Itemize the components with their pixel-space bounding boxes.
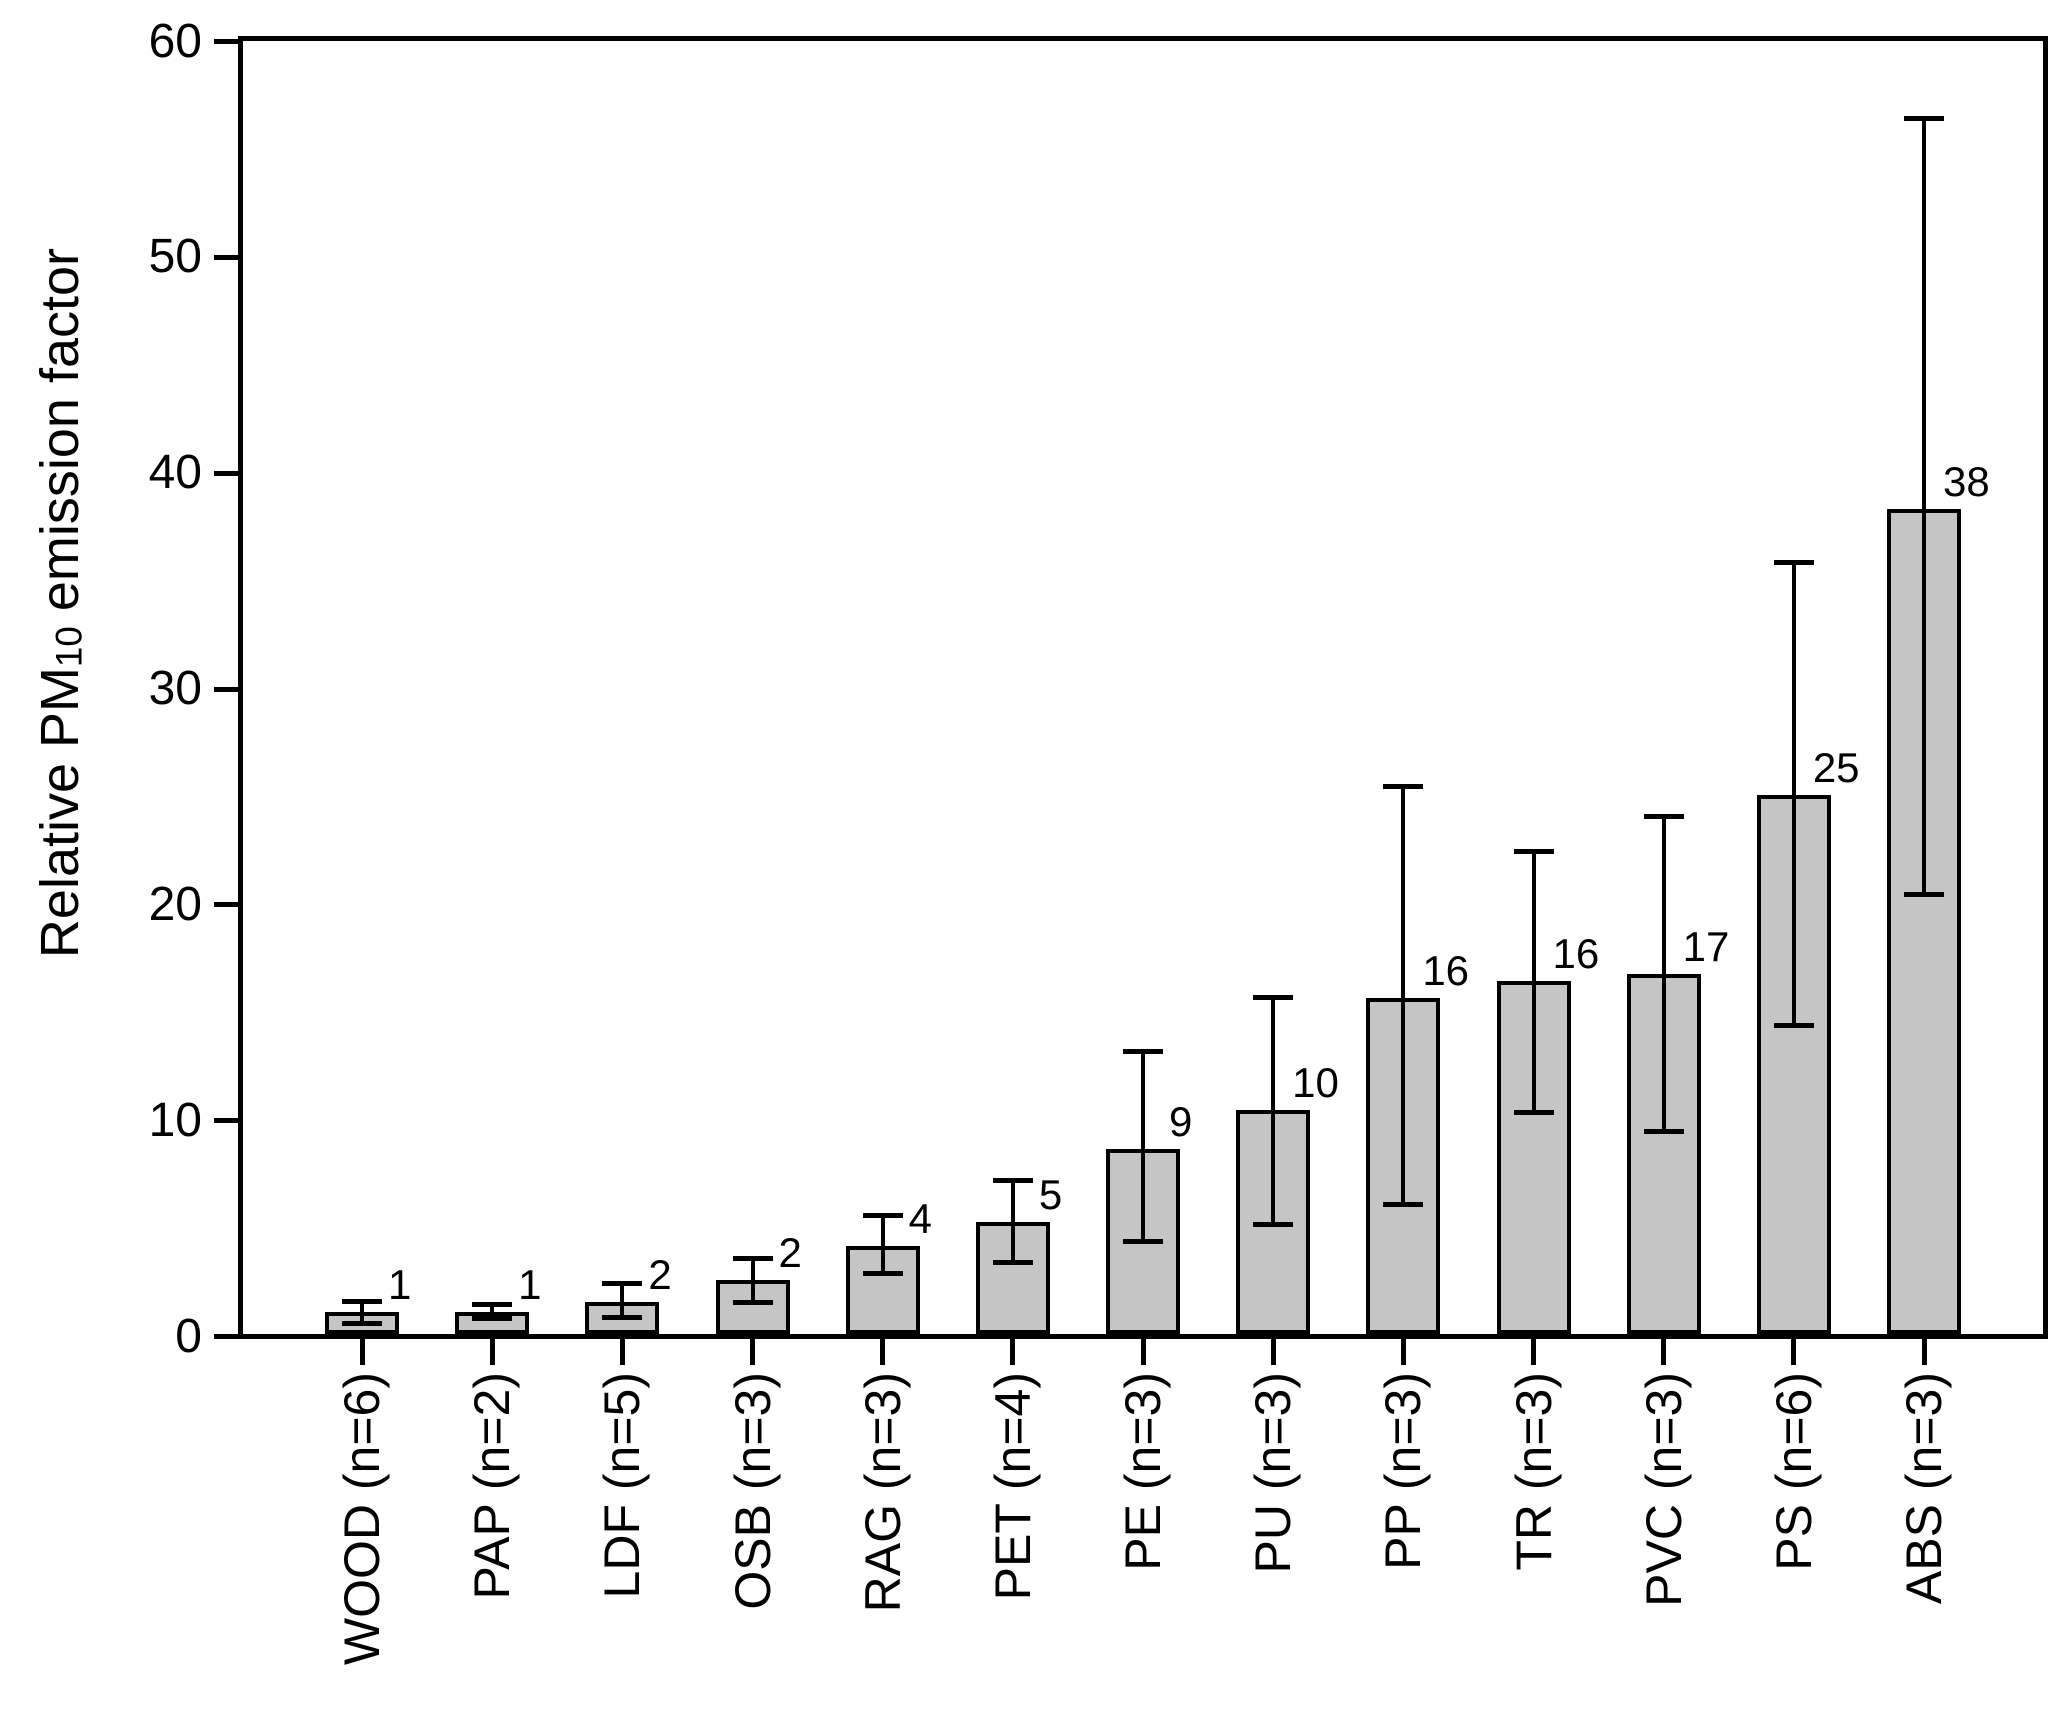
error-bar-cap-top (1904, 116, 1944, 122)
y-tick-label: 50 (148, 230, 202, 284)
x-tick-label: PAP (n=2) (464, 1372, 521, 1600)
bar-value-label: 38 (1943, 457, 1990, 505)
y-axis-tick (214, 254, 238, 260)
y-tick-label: 30 (148, 662, 202, 715)
x-axis-tick (1010, 1339, 1016, 1365)
y-tick-label: 40 (148, 446, 202, 500)
error-bar-cap-bottom (862, 1271, 903, 1277)
error-bar-cap-top (1253, 995, 1294, 1001)
error-bar-cap-bottom (1904, 891, 1944, 897)
x-axis-tick (359, 1339, 365, 1365)
error-bar-cap-top (862, 1212, 903, 1218)
error-bar-line (1531, 851, 1536, 1113)
x-axis-tick (1661, 1339, 1667, 1365)
x-axis-tick (489, 1339, 495, 1365)
x-tick-label: RAG (n=3) (854, 1372, 911, 1613)
y-tick-label: 60 (148, 14, 202, 68)
error-bar-cap-top (472, 1302, 513, 1308)
y-axis-tick (214, 902, 238, 908)
x-tick-label: LDF (n=5) (594, 1372, 651, 1599)
bar-value-label: 1 (518, 1261, 542, 1309)
bar-value-label: 17 (1682, 923, 1730, 971)
error-bar-cap-top (1773, 560, 1814, 565)
x-tick-label: WOOD (n=6) (334, 1372, 390, 1666)
plot-frame: 1 1 2 2 4 5 9 10 16 16 17 25 38 (238, 36, 2048, 1339)
x-tick-label: OSB (n=3) (724, 1372, 781, 1610)
error-bar-cap-bottom (602, 1315, 643, 1321)
y-axis-title: Relative PM10 emission factor (28, 248, 92, 958)
error-bar-cap-top (1123, 1049, 1163, 1055)
error-bar-line (1791, 562, 1796, 1026)
y-axis-title-suffix: emission factor (30, 248, 90, 627)
x-tick-label: TR (n=3) (1505, 1372, 1562, 1571)
error-bar-cap-top (732, 1256, 773, 1262)
error-bar-line (880, 1215, 885, 1274)
x-axis-tick (750, 1339, 755, 1365)
error-bar-cap-top (1513, 848, 1554, 854)
error-bar-cap-bottom (732, 1300, 773, 1306)
x-axis-tick (1921, 1339, 1927, 1365)
error-bar-cap-top (992, 1178, 1033, 1184)
y-axis-tick (214, 686, 238, 692)
x-tick-label: ABS (n=3) (1896, 1372, 1952, 1605)
bar-value-label: 2 (648, 1250, 672, 1298)
bar-value-label: 4 (908, 1194, 933, 1242)
error-bar-line (1141, 1051, 1145, 1242)
bar-value-label: 5 (1038, 1170, 1063, 1218)
error-bar-line (1922, 118, 1926, 895)
x-tick-label: PP (n=3) (1375, 1372, 1432, 1570)
y-tick-label: 10 (148, 1093, 202, 1147)
x-axis-tick (1791, 1339, 1797, 1365)
bar-value-label: 16 (1552, 929, 1600, 977)
error-bar-cap-bottom (992, 1260, 1033, 1266)
error-bar-cap-top (1383, 784, 1424, 790)
bar-PVC (1626, 974, 1701, 1334)
x-tick-label: PE (n=3) (1115, 1372, 1171, 1571)
x-axis-tick (619, 1339, 625, 1365)
y-axis-tick (214, 1334, 238, 1339)
error-bar-cap-bottom (1123, 1238, 1163, 1244)
bar-value-label: 1 (388, 1261, 412, 1309)
x-tick-label: PU (n=3) (1245, 1372, 1302, 1574)
error-bar-line (1271, 997, 1276, 1225)
x-axis-tick (1140, 1339, 1146, 1365)
bar-value-label: 9 (1169, 1097, 1193, 1145)
error-bar-cap-top (342, 1299, 382, 1305)
y-axis-tick (214, 39, 238, 44)
error-bar-cap-top (1643, 814, 1684, 820)
error-bar-line (1401, 786, 1406, 1205)
error-bar-cap-bottom (1643, 1128, 1684, 1134)
bar-value-label: 16 (1422, 946, 1470, 994)
error-bar-cap-bottom (1383, 1202, 1424, 1208)
error-bar-cap-bottom (1253, 1221, 1294, 1227)
x-tick-label: PET (n=4) (984, 1372, 1041, 1601)
error-bar-cap-bottom (1513, 1109, 1554, 1115)
y-axis-tick (214, 470, 238, 476)
x-axis-tick (1400, 1339, 1406, 1365)
bar-value-label: 25 (1812, 744, 1860, 792)
x-tick-label: PVC (n=3) (1635, 1372, 1692, 1607)
y-tick-label: 0 (175, 1309, 202, 1363)
x-axis-tick (880, 1339, 886, 1365)
x-axis-tick (1270, 1339, 1276, 1365)
y-axis-title-subscript: 10 (48, 626, 90, 667)
error-bar-line (1010, 1180, 1015, 1263)
y-tick-label: 20 (148, 877, 202, 931)
x-axis-tick (1531, 1339, 1536, 1365)
error-bar-line (1661, 816, 1666, 1132)
x-tick-label: PS (n=6) (1765, 1372, 1822, 1571)
y-axis-tick (214, 1118, 238, 1124)
error-bar-line (750, 1258, 755, 1303)
error-bar-line (360, 1301, 364, 1324)
bar-value-label: 2 (778, 1229, 802, 1277)
error-bar-cap-bottom (472, 1316, 513, 1322)
error-bar-cap-bottom (1773, 1023, 1814, 1029)
error-bar-cap-bottom (342, 1320, 382, 1326)
error-bar-line (490, 1304, 495, 1319)
bar-value-label: 10 (1292, 1058, 1339, 1106)
error-bar-cap-top (602, 1280, 643, 1286)
error-bar-line (620, 1283, 625, 1318)
